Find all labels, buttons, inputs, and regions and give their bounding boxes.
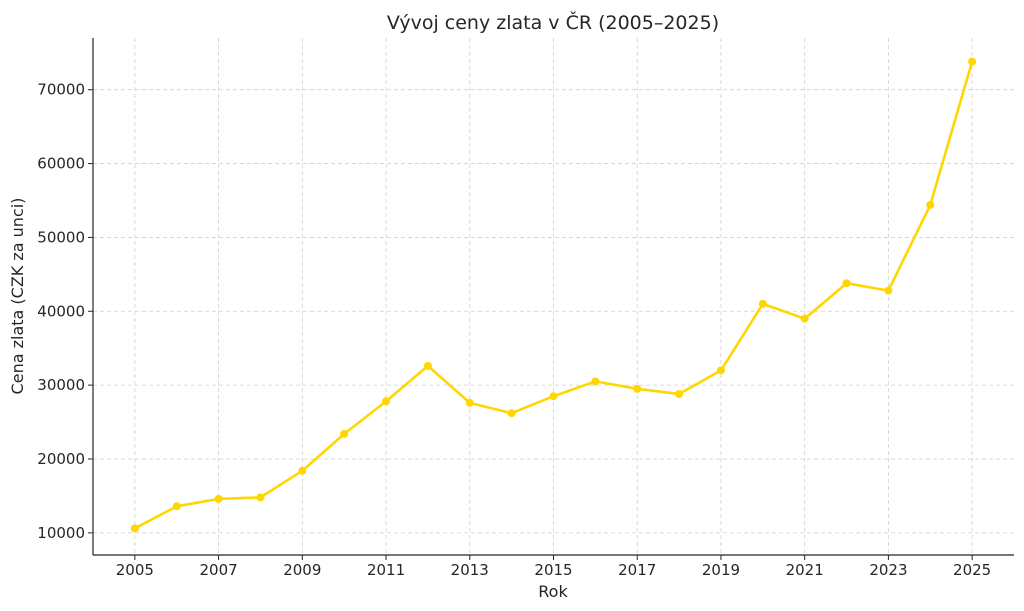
y-ticks: 10000 20000 30000 40000 50000 60000 70000: [37, 81, 93, 542]
data-point: [423, 361, 432, 370]
y-tick-label: 10000: [37, 524, 85, 542]
y-tick-label: 40000: [37, 302, 85, 320]
data-point: [130, 524, 139, 533]
x-tick-label: 2025: [953, 561, 991, 579]
data-point: [633, 384, 642, 393]
data-point: [549, 392, 558, 401]
data-point: [675, 389, 684, 398]
data-point: [884, 286, 893, 295]
series: [130, 57, 977, 533]
data-point: [340, 429, 349, 438]
chart-title: Vývoj ceny zlata v ČR (2005–2025): [387, 10, 719, 34]
data-point: [256, 493, 265, 502]
data-point: [758, 299, 767, 308]
y-tick-label: 30000: [37, 376, 85, 394]
x-axis-label: Rok: [538, 582, 568, 601]
x-tick-label: 2005: [116, 561, 154, 579]
x-tick-label: 2015: [534, 561, 572, 579]
y-tick-label: 20000: [37, 450, 85, 468]
data-point: [800, 314, 809, 323]
x-tick-label: 2021: [786, 561, 824, 579]
y-tick-label: 60000: [37, 155, 85, 173]
x-tick-label: 2007: [199, 561, 237, 579]
data-point: [968, 57, 977, 66]
x-tick-label: 2013: [451, 561, 489, 579]
data-point: [507, 409, 516, 418]
data-point: [716, 366, 725, 375]
y-axis-label: Cena zlata (CZK za unci): [8, 198, 27, 395]
data-point: [842, 279, 851, 288]
data-point: [591, 377, 600, 386]
grid: [93, 38, 1014, 555]
x-ticks: 2005 2007 2009 2011 2013 2015 2017 2019 2021 2023…: [116, 555, 991, 579]
data-point: [926, 200, 935, 209]
data-point: [298, 466, 307, 475]
x-tick-label: 2011: [367, 561, 405, 579]
data-point: [465, 398, 474, 407]
data-point: [172, 502, 181, 511]
y-tick-label: 50000: [37, 228, 85, 246]
x-tick-label: 2019: [702, 561, 740, 579]
x-tick-label: 2009: [283, 561, 321, 579]
x-tick-label: 2017: [618, 561, 656, 579]
data-point: [382, 397, 391, 406]
x-tick-label: 2023: [869, 561, 907, 579]
data-point: [214, 494, 223, 503]
y-tick-label: 70000: [37, 81, 85, 99]
